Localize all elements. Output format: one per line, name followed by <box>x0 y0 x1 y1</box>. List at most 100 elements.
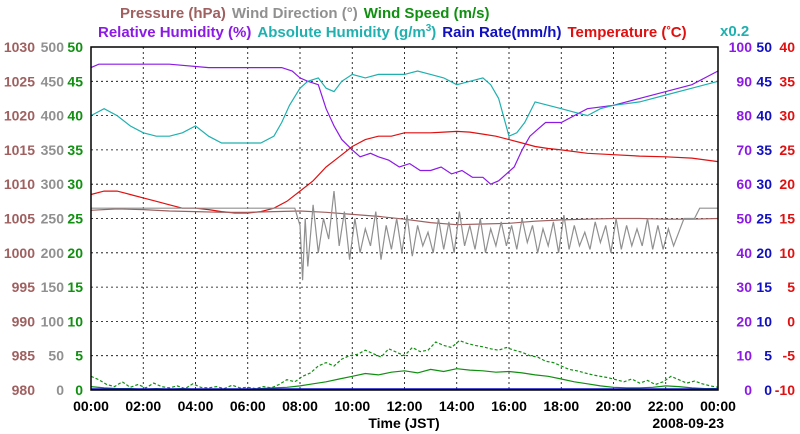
wind_direction-tick-label: 450 <box>41 73 65 89</box>
temperature-tick-label: 15 <box>779 211 795 227</box>
rain_rate-tick-label: 30 <box>756 176 772 192</box>
temperature-tick-label: 35 <box>779 73 795 89</box>
x-tick-label: 06:00 <box>230 398 266 414</box>
rain_rate-tick-label: 35 <box>756 142 772 158</box>
temperature-tick-label: 10 <box>779 245 795 261</box>
rain_rate-tick-label: 5 <box>764 348 772 364</box>
legend-item: Wind Speed (m/s) <box>364 5 490 22</box>
series-line-5 <box>90 339 719 390</box>
wind_direction-tick-label: 100 <box>41 313 65 329</box>
legend-item: Relative Humidity (%) <box>98 24 251 41</box>
temperature-tick-label: 30 <box>779 108 795 124</box>
wind_direction-tick-label: 50 <box>48 348 64 364</box>
x-tick-label: 02:00 <box>125 398 161 414</box>
temperature-tick-label: -5 <box>783 348 796 364</box>
pressure-tick-label: 1005 <box>4 211 35 227</box>
wind_direction-tick-label: 0 <box>56 382 64 398</box>
series-line-1 <box>90 70 719 144</box>
wind_direction-tick-label: 250 <box>41 211 65 227</box>
absolute-humidity-scale-note: x0.2 <box>720 23 749 40</box>
legend-item: Wind Direction (°) <box>232 5 358 22</box>
x-tick-label: 16:00 <box>491 398 527 414</box>
x-tick-label: 00:00 <box>73 398 109 414</box>
pressure-tick-label: 1015 <box>4 142 35 158</box>
series-line-4 <box>91 191 718 281</box>
rain_rate-tick-label: 10 <box>756 313 772 329</box>
wind_direction-tick-label: 150 <box>41 279 65 295</box>
pressure-tick-label: 990 <box>12 313 36 329</box>
wind_direction-tick-label: 400 <box>41 108 65 124</box>
x-tick-label: 20:00 <box>596 398 632 414</box>
rain_rate-tick-label: 25 <box>756 211 772 227</box>
temperature-tick-label: 0 <box>787 313 795 329</box>
left-axis-ticks: 1030102510201015101010051000995990985980… <box>4 39 83 398</box>
wind_speed-tick-label: 0 <box>75 382 83 398</box>
x-tick-label: 14:00 <box>439 398 475 414</box>
legend-item: Temperature (°C) <box>567 24 686 41</box>
pressure-tick-label: 1020 <box>4 108 35 124</box>
temperature-tick-label: 5 <box>787 279 795 295</box>
wind_speed-tick-label: 40 <box>67 108 83 124</box>
x-tick-label: 18:00 <box>543 398 579 414</box>
humidity-tick-label: 70 <box>736 142 752 158</box>
wind_direction-tick-label: 200 <box>41 245 65 261</box>
pressure-tick-label: 980 <box>12 382 36 398</box>
rain_rate-tick-label: 40 <box>756 108 772 124</box>
humidity-tick-label: 10 <box>736 348 752 364</box>
pressure-tick-label: 1010 <box>4 176 35 192</box>
x-tick-label: 04:00 <box>178 398 214 414</box>
x-axis-ticks: 00:00 02:00 04:00 06:00 08:00 10:00 12:00 14:00… <box>73 398 736 414</box>
pressure-tick-label: 1025 <box>4 73 35 89</box>
legend-row-1: Pressure (hPa) Wind Direction (°) Wind Spe… <box>120 5 489 22</box>
wind_direction-tick-label: 300 <box>41 176 65 192</box>
series-layer <box>90 63 719 390</box>
date-label: 2008-09-23 <box>652 415 724 431</box>
rain_rate-tick-label: 15 <box>756 279 772 295</box>
wind_speed-tick-label: 25 <box>67 211 83 227</box>
legend-row-2: Relative Humidity (%) Absolute Humidity (… <box>98 23 687 41</box>
rain_rate-tick-label: 0 <box>764 382 772 398</box>
pressure-tick-label: 1000 <box>4 245 35 261</box>
wind_speed-tick-label: 50 <box>67 39 83 55</box>
wind_speed-tick-label: 30 <box>67 176 83 192</box>
wind_direction-tick-label: 500 <box>41 39 65 55</box>
x-tick-label: 08:00 <box>282 398 318 414</box>
x-tick-label: 22:00 <box>648 398 684 414</box>
x-axis-label: Time (JST) <box>368 415 439 431</box>
rain_rate-tick-label: 50 <box>756 39 772 55</box>
legend-item: Pressure (hPa) <box>120 5 226 22</box>
wind_speed-tick-label: 10 <box>67 313 83 329</box>
humidity-tick-label: 80 <box>736 108 752 124</box>
humidity-tick-label: 40 <box>736 245 752 261</box>
humidity-tick-label: 20 <box>736 313 752 329</box>
humidity-tick-label: 50 <box>736 211 752 227</box>
pressure-tick-label: 1030 <box>4 39 35 55</box>
legend-item: Absolute Humidity (g/m3) <box>257 23 436 41</box>
right-axis-ticks: 1009080706050403020100504540353025201510… <box>729 39 796 398</box>
humidity-tick-label: 90 <box>736 73 752 89</box>
temperature-tick-label: 20 <box>779 176 795 192</box>
wind_speed-tick-label: 20 <box>67 245 83 261</box>
temperature-tick-label: -10 <box>775 382 795 398</box>
series-line-0 <box>90 63 719 185</box>
x-tick-label: 10:00 <box>334 398 370 414</box>
humidity-tick-label: 0 <box>744 382 752 398</box>
humidity-tick-label: 100 <box>729 39 753 55</box>
wind_speed-tick-label: 15 <box>67 279 83 295</box>
temperature-tick-label: 25 <box>779 142 795 158</box>
series-line-3 <box>90 208 719 226</box>
wind_direction-tick-label: 350 <box>41 142 65 158</box>
rain_rate-tick-label: 20 <box>756 245 772 261</box>
wind_speed-tick-label: 5 <box>75 348 83 364</box>
temperature-tick-label: 40 <box>779 39 795 55</box>
x-tick-label: 12:00 <box>387 398 423 414</box>
rain_rate-tick-label: 45 <box>756 73 772 89</box>
plot-frame <box>90 46 719 391</box>
wind_speed-tick-label: 45 <box>67 73 83 89</box>
wind_speed-tick-label: 35 <box>67 142 83 158</box>
pressure-tick-label: 995 <box>12 279 36 295</box>
pressure-tick-label: 985 <box>12 348 36 364</box>
x-tick-label: 00:00 <box>700 398 736 414</box>
